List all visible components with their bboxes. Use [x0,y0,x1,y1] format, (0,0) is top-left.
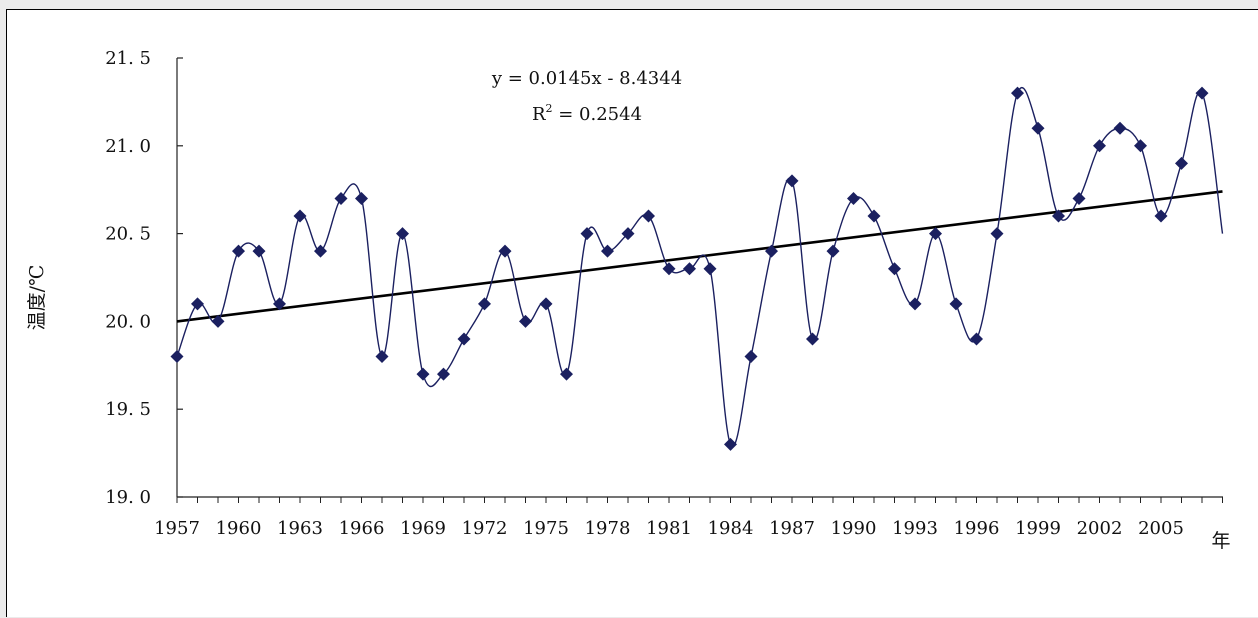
data-point [560,367,573,381]
data-point [724,437,737,451]
data-point [1031,121,1045,135]
data-point [683,262,696,276]
data-point [334,191,348,205]
data-point [519,314,532,328]
data-point [232,244,245,258]
data-point [1134,139,1147,153]
data-point [1154,209,1168,223]
data-point [929,227,942,241]
data-point [1175,156,1188,170]
x-tick-label: 2002 [1077,518,1123,539]
data-point [765,244,778,258]
x-tick-label: 1966 [339,518,385,539]
y-axis-label: 温度/℃ [26,265,48,331]
data-point [1113,121,1127,135]
data-point [1052,209,1065,223]
data-point [437,367,450,381]
line-chart: 19. 019. 520. 020. 521. 021. 5 1957 1960 1… [26,48,1231,552]
data-point [252,244,266,258]
data-point [806,332,819,346]
x-tick-label: 1960 [216,518,262,539]
data-point [888,262,901,276]
data-point [580,227,594,241]
y-axis-ticks: 19. 0 19. 5 20. 0 20. 5 21. 0 21. 5 [105,48,183,508]
x-tick-label: 1981 [646,518,692,539]
x-tick-label: 1993 [892,518,938,539]
data-point [703,262,717,276]
data-point [1093,139,1106,153]
y-tick-label: 20. 0 [105,311,151,332]
data-point [355,191,368,205]
x-tick-label: 1975 [523,518,569,539]
series-line [176,86,1224,448]
y-tick-label: 21. 0 [105,136,151,157]
data-point [498,244,512,258]
data-point [847,191,860,205]
x-axis-ticks: 1957 1960 1963 1966 1969 1972 1975 1978 1981 1984… [154,497,1223,539]
y-tick-label: 20. 5 [105,224,151,245]
data-point [457,332,471,346]
x-axis-label: 年 [1211,530,1230,552]
trend-equation: y = 0.0145x - 8.4344 [491,68,682,89]
r-squared-r: R [532,104,546,125]
x-tick-label: 1987 [769,518,815,539]
data-point [211,314,225,328]
data-point [744,350,758,364]
data-point [478,297,491,311]
data-point [970,332,983,346]
data-point [601,244,614,258]
data-point [170,350,184,364]
data-point [662,262,676,276]
x-tick-label: 1990 [831,518,877,539]
data-point [396,227,409,241]
x-tick-label: 1972 [462,518,508,539]
data-point [621,227,635,241]
y-tick-label: 19. 5 [105,399,151,420]
r-squared-label: R2 = 0.2544 [532,102,642,125]
y-tick-label: 21. 5 [105,48,151,69]
data-point [293,209,307,223]
x-tick-label: 1963 [277,518,323,539]
data-point [314,244,327,258]
axes [176,58,1223,498]
x-tick-label: 1999 [1015,518,1061,539]
data-point [949,297,963,311]
data-point [642,209,655,223]
series-markers [170,86,1209,451]
data-point [1011,86,1024,100]
r-squared-superscript: 2 [546,102,553,115]
data-point [785,174,799,188]
chart-frame: 19. 0 19. 5 20. 0 20. 5 21. 0 21. 5 1957 1960 1… [6,9,1258,617]
data-point [375,350,389,364]
x-tick-label: 1996 [954,518,1000,539]
data-point [1072,191,1086,205]
data-point [416,367,430,381]
data-point [826,244,840,258]
x-tick-label: 1984 [708,518,754,539]
data-point [539,297,553,311]
x-tick-label: 2005 [1138,518,1184,539]
data-point [191,297,204,311]
r-squared-value: = 0.2544 [553,104,643,125]
x-tick-label: 1978 [585,518,631,539]
x-tick-label: 1969 [400,518,446,539]
data-point [908,297,922,311]
x-tick-label: 1957 [154,518,200,539]
data-point [1195,86,1209,100]
data-point [867,209,881,223]
data-point [273,297,286,311]
data-point [990,227,1004,241]
y-tick-label: 19. 0 [105,487,151,508]
